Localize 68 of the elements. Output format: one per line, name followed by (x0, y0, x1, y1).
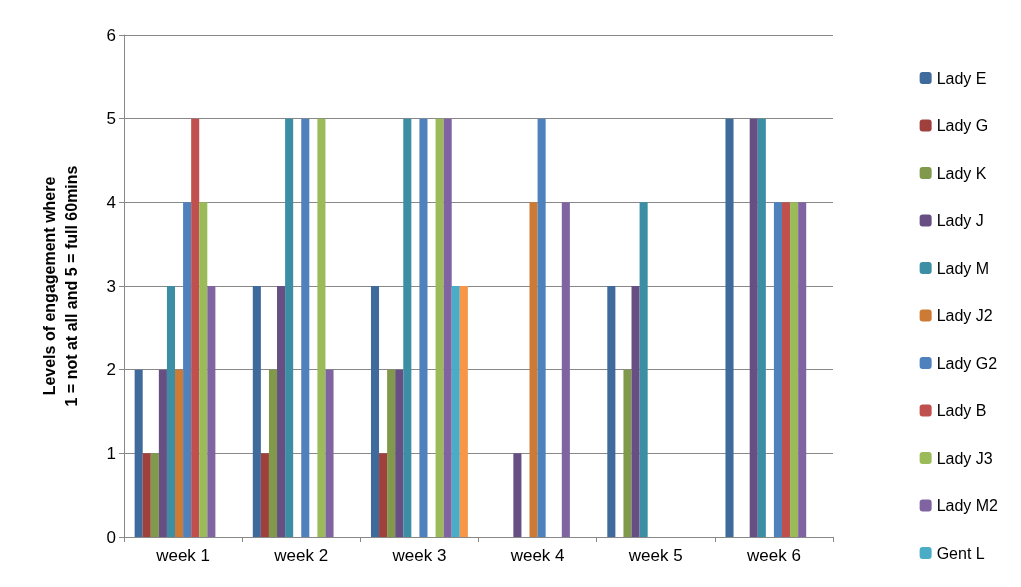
bar (325, 369, 334, 537)
legend-label: Lady J2 (936, 307, 993, 324)
bar (175, 369, 184, 537)
x-tick-label: week 4 (509, 546, 565, 565)
bar (166, 286, 176, 537)
legend-label: Lady J (936, 212, 984, 229)
bar (607, 286, 616, 537)
bar (435, 118, 444, 537)
legend-label: Lady M2 (936, 497, 999, 514)
bar (419, 118, 428, 537)
legend-label: Lady G2 (936, 354, 998, 372)
x-tick-label: week 5 (627, 546, 683, 565)
bar (773, 202, 782, 537)
bar (183, 202, 192, 537)
bar (749, 118, 758, 537)
bar (561, 202, 570, 537)
bar (387, 369, 396, 537)
y-tick-label: 5 (106, 109, 116, 129)
x-tick-label: week 6 (745, 546, 801, 565)
legend-label: Lady J3 (936, 449, 993, 467)
bar (757, 118, 766, 537)
bar (150, 453, 159, 537)
x-tick-label: week 2 (273, 546, 329, 565)
bar (142, 453, 151, 537)
y-tick-label: 0 (106, 527, 116, 547)
bar (781, 202, 791, 537)
bar (513, 453, 522, 537)
y-tick-label: 3 (106, 276, 116, 296)
bar (725, 118, 734, 537)
legend-label: Lady E (936, 69, 987, 87)
y-tick-label: 4 (106, 192, 116, 212)
y-axis-title: Levels of engagement where 1 = not at all and 5 = full 60mins (40, 165, 80, 407)
y-tick-label: 1 (106, 443, 116, 463)
bar (403, 118, 412, 537)
legend-label: Lady G (936, 117, 989, 134)
bar (268, 369, 278, 537)
bar (191, 118, 200, 537)
legend-label: Gent L (936, 544, 985, 562)
bar (285, 118, 294, 537)
bar (798, 202, 807, 537)
bar (207, 286, 216, 537)
bar (379, 453, 388, 537)
bar (317, 118, 326, 537)
bar (395, 369, 404, 537)
bar (639, 202, 648, 537)
bar (537, 118, 546, 537)
legend-label: Lady B (936, 402, 987, 419)
bar (790, 202, 799, 537)
bar (252, 286, 261, 537)
bar (459, 286, 468, 537)
bar (158, 369, 167, 537)
legend-label: Lady M (936, 259, 990, 277)
bar (260, 453, 269, 537)
bar (370, 286, 380, 537)
bar (301, 118, 310, 537)
bar (199, 202, 208, 537)
y-tick-label: 2 (106, 360, 116, 380)
bar (277, 286, 286, 537)
bar (631, 286, 640, 537)
y-tick-label: 6 (106, 25, 116, 45)
bar (623, 369, 632, 537)
bar (443, 118, 452, 537)
bar (451, 286, 460, 537)
x-tick-label: week 3 (391, 546, 447, 565)
x-tick-label: week 1 (155, 546, 211, 565)
bar (529, 202, 538, 537)
legend-label: Lady K (936, 164, 987, 182)
bar (134, 369, 143, 537)
